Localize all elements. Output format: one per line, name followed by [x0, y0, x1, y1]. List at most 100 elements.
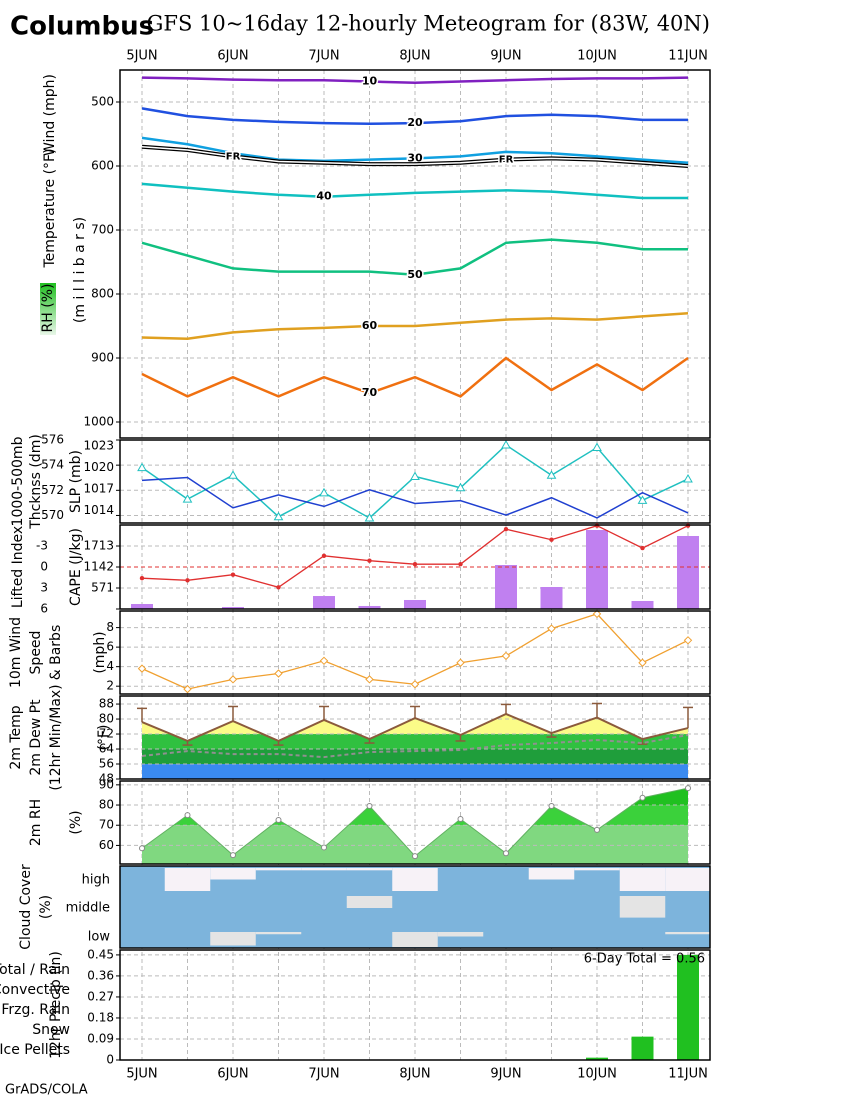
cloud-clear: [210, 868, 256, 880]
axis-title: 2m Temp: [8, 705, 24, 769]
x-tick-label: 10JUN: [577, 1067, 617, 1082]
cloud-clear: [346, 896, 393, 908]
marker: [364, 512, 375, 522]
x-tick-label: 7JUN: [308, 49, 339, 64]
marker: [458, 562, 463, 567]
marker: [321, 844, 327, 851]
axis-title: SLP (mb): [68, 450, 84, 513]
y-tick-label: 48: [99, 772, 114, 786]
y-tick-label: 576: [41, 433, 64, 447]
axis-title: RH (%): [40, 284, 56, 333]
y2-tick-label: 571: [91, 581, 114, 595]
marker: [455, 482, 466, 492]
y-tick-label: 600: [91, 159, 114, 173]
marker: [139, 845, 145, 852]
bar: [631, 1036, 654, 1060]
legend-label: Snow: [32, 1022, 70, 1038]
marker: [182, 494, 193, 503]
y-tick-label: 64: [99, 742, 114, 756]
y-tick-label: 900: [91, 351, 114, 365]
bar: [131, 603, 153, 609]
y-tick-label: 0: [106, 1053, 114, 1067]
marker: [548, 803, 555, 810]
data-line: [141, 76, 689, 85]
data-line: [141, 311, 689, 341]
bar: [677, 954, 699, 1060]
y-tick-label: 80: [99, 798, 114, 812]
cloud-clear: [255, 932, 302, 935]
row-label: high: [82, 873, 110, 888]
cloud-clear: [210, 932, 256, 946]
cloud-clear: [346, 868, 393, 871]
data-line: [141, 238, 688, 277]
y-tick-label: 800: [91, 287, 114, 301]
data-line: [141, 733, 689, 759]
row-label: low: [88, 930, 111, 945]
data-line: [141, 476, 689, 519]
marker: [319, 656, 329, 666]
contour-label: 50: [407, 268, 423, 281]
marker: [547, 624, 556, 633]
y-tick-label: 700: [91, 223, 114, 237]
axis-title: Cloud Cover: [18, 864, 34, 950]
marker: [683, 636, 693, 645]
marker: [457, 815, 464, 822]
y-tick-label: 6: [106, 640, 114, 654]
y-tick-label: 56: [99, 757, 114, 771]
panel-frame: [119, 610, 711, 695]
y-tick-label: 6: [40, 602, 48, 616]
contour-label: FR: [226, 151, 241, 162]
marker: [549, 537, 554, 542]
x-tick-label: 8JUN: [399, 49, 430, 64]
contour-label: 40: [316, 190, 332, 203]
cloud-clear: [665, 868, 710, 891]
marker: [137, 664, 147, 673]
marker: [501, 651, 511, 661]
marker: [412, 562, 418, 567]
marker: [228, 675, 238, 684]
marker: [503, 527, 509, 532]
marker: [228, 470, 238, 479]
marker: [592, 442, 602, 452]
y-tick-label: 88: [99, 697, 114, 711]
marker: [319, 487, 329, 497]
y2-tick-label: 1020: [83, 460, 114, 474]
y-tick-label: 500: [91, 95, 114, 109]
cloud-clear: [574, 868, 620, 871]
bar: [222, 607, 244, 609]
marker: [503, 850, 509, 857]
legend-label: Ice Pellets: [0, 1042, 70, 1058]
y-tick-label: 0.36: [87, 968, 114, 982]
marker: [638, 658, 647, 667]
marker: [639, 794, 646, 801]
bar: [404, 599, 426, 609]
marker: [366, 803, 373, 810]
axis-title: (m i l l i b a r s): [72, 217, 88, 323]
cloud-clear: [164, 868, 211, 891]
axis-title: & Barbs: [48, 625, 64, 681]
bar: [631, 600, 654, 609]
contour-label: 60: [362, 319, 378, 332]
panel-frame: [119, 949, 711, 1061]
panel-frame: [119, 780, 711, 865]
axis-title: (%): [68, 810, 84, 834]
y-tick-label: 8: [106, 620, 114, 634]
legend-label: Frzg. Rain: [1, 1002, 70, 1018]
axis-title: (mph): [92, 631, 108, 673]
marker: [410, 680, 420, 689]
y-tick-label: 1000: [83, 415, 114, 429]
cloud-clear: [619, 868, 666, 891]
x-tick-label: 6JUN: [217, 49, 248, 64]
x-tick-label: 8JUN: [399, 1067, 430, 1082]
bar: [586, 1057, 608, 1060]
panel-frame: [119, 865, 711, 949]
marker: [412, 853, 418, 860]
axis-title: 2m RH: [28, 799, 44, 846]
contour-label: FR: [499, 155, 514, 166]
x-tick-label: 7JUN: [308, 1067, 339, 1082]
marker: [137, 462, 147, 472]
bar: [677, 535, 699, 609]
y-tick-label: 0: [40, 560, 48, 574]
y-tick-label: 4: [106, 659, 114, 673]
